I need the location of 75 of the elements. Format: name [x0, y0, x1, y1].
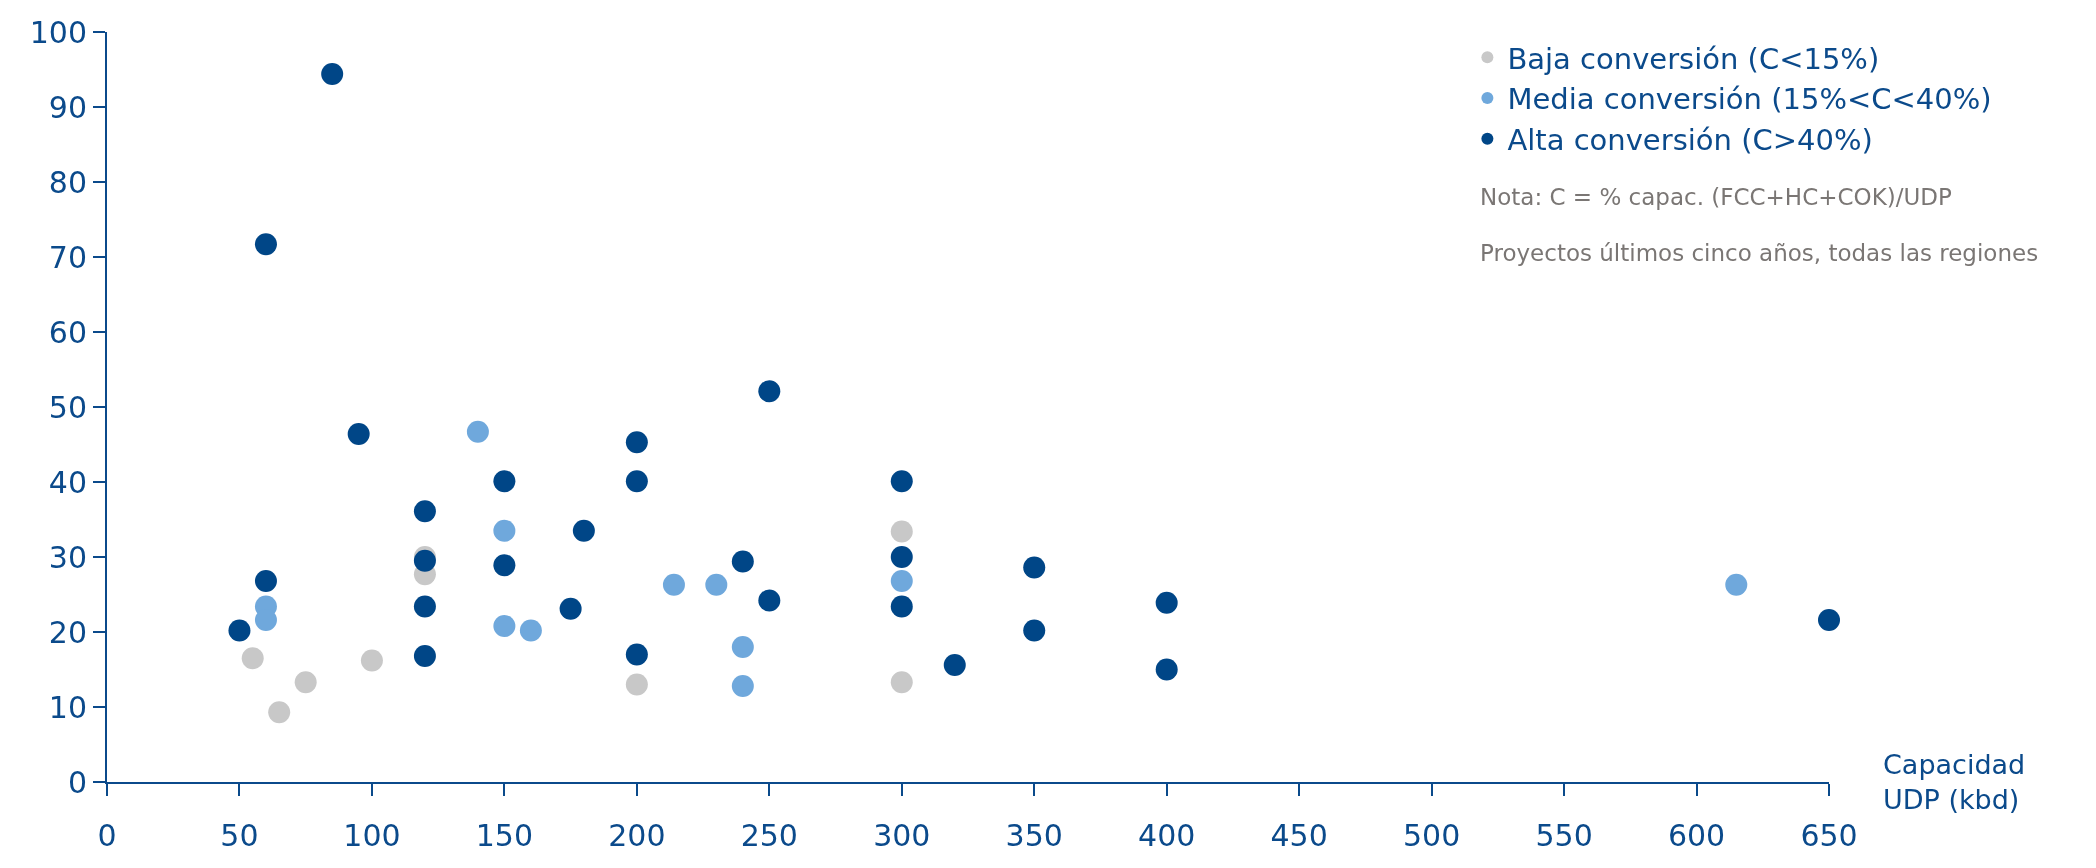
annotation: Proyectos últimos cinco años, todas las regiones: [1480, 240, 2039, 266]
point: [519, 619, 542, 642]
legend-label: Baja conversión (C<15%): [1507, 41, 1880, 76]
point: [493, 470, 516, 493]
x-tick-label: 650: [1800, 818, 1858, 853]
point: [1818, 609, 1840, 631]
x-tick-label: 50: [220, 818, 259, 853]
legend-label: Media conversión (15%<C<40%): [1507, 82, 1992, 117]
point: [294, 671, 317, 694]
x-tick-label: 300: [873, 818, 931, 853]
annotation: Nota: C = % capac. (FCC+HC+COK)/UDP: [1480, 184, 1952, 210]
point: [321, 63, 344, 85]
y-tick-label: 100: [29, 14, 87, 50]
point: [890, 470, 913, 493]
point: [758, 589, 781, 612]
point: [1023, 556, 1046, 579]
y-tick-label: 60: [48, 314, 87, 350]
y-tick-label: 0: [67, 764, 87, 800]
x-tick-label: 250: [740, 818, 798, 853]
point: [890, 671, 913, 694]
x-tick-label: 500: [1402, 818, 1461, 853]
y-tick-label: 50: [48, 389, 87, 425]
point: [413, 500, 436, 523]
x-tick-label: 400: [1138, 818, 1196, 853]
y-tick-label: 40: [48, 464, 87, 500]
point: [347, 423, 370, 445]
point: [758, 380, 781, 403]
point: [890, 595, 913, 618]
point: [731, 675, 754, 697]
point: [493, 615, 516, 637]
y-tick-label: 30: [48, 539, 87, 575]
point: [731, 636, 754, 658]
point: [1725, 573, 1748, 596]
point: [466, 420, 489, 443]
point: [268, 701, 291, 724]
point: [493, 554, 516, 577]
x-tick-label: 350: [1005, 818, 1063, 853]
x-tick-label: 150: [475, 818, 534, 853]
x-tick-label: 100: [343, 818, 401, 853]
y-tick-label: 10: [48, 689, 87, 725]
point: [890, 570, 913, 592]
x-tick-label: 450: [1270, 818, 1328, 853]
point: [254, 233, 277, 256]
point: [943, 654, 966, 676]
point: [731, 550, 754, 573]
point: [413, 595, 436, 618]
x-tick-label: 600: [1667, 818, 1726, 853]
point: [625, 431, 648, 454]
point: [1023, 619, 1046, 642]
point: [625, 673, 648, 696]
point: [890, 546, 913, 568]
point: [625, 643, 648, 666]
point: [360, 649, 383, 672]
point: [1155, 658, 1178, 681]
point: [662, 573, 685, 596]
point: [254, 570, 277, 592]
legend-label: Alta conversión (C>40%): [1507, 123, 1873, 158]
x-axis-title: Capacidad UDP (kbd): [1883, 749, 2026, 816]
x-tick-label: 0: [97, 818, 117, 853]
point: [241, 647, 264, 670]
point: [228, 619, 251, 642]
point: [625, 470, 648, 493]
point: [572, 519, 595, 542]
point: [493, 519, 516, 542]
point: [890, 520, 913, 543]
x-tick-label: 200: [608, 818, 666, 853]
y-tick-label: 80: [48, 164, 87, 200]
y-tick-label: 90: [48, 89, 87, 125]
y-tick-label: 70: [48, 239, 87, 275]
point: [413, 645, 436, 667]
point: [705, 573, 728, 596]
point: [559, 597, 582, 620]
x-tick-label: 550: [1535, 818, 1593, 853]
point: [1155, 591, 1178, 614]
y-tick-label: 20: [48, 614, 87, 650]
